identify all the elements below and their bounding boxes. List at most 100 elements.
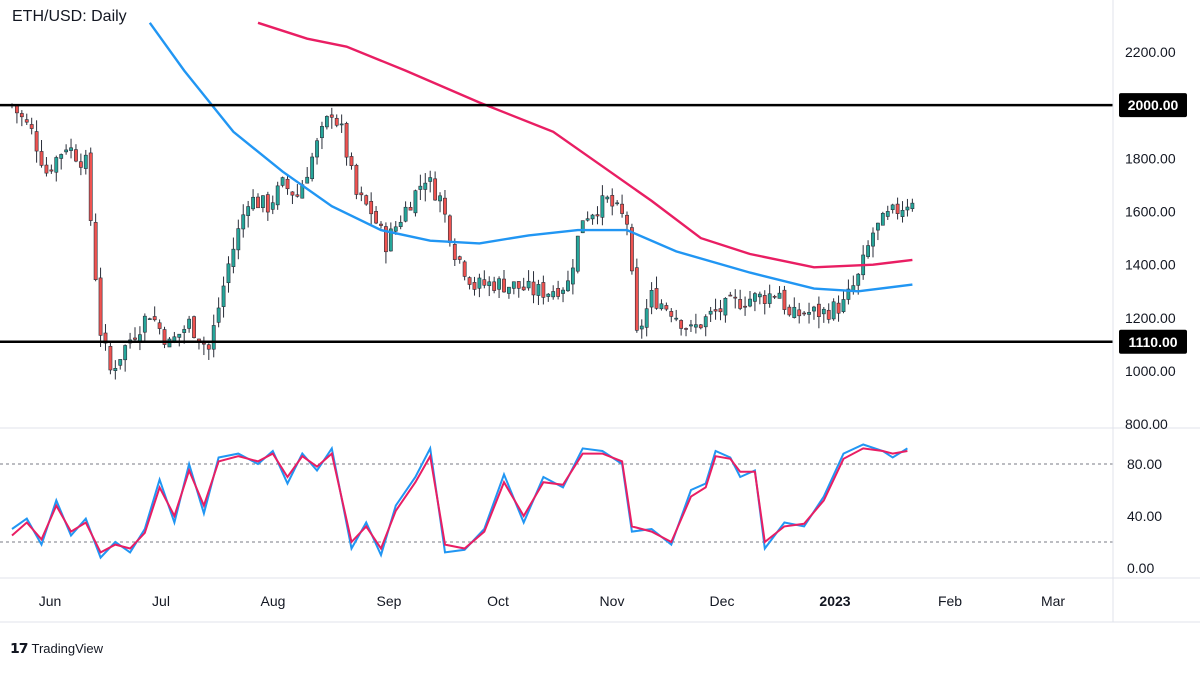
candle	[610, 188, 615, 216]
candle	[364, 194, 369, 206]
candle-body	[521, 286, 526, 291]
candle-body	[620, 203, 624, 214]
candle-body	[821, 308, 826, 315]
candle-body	[438, 195, 442, 202]
candle	[74, 144, 78, 163]
candle-body	[556, 288, 561, 297]
candle-body	[251, 196, 255, 210]
candle-body	[388, 228, 393, 252]
candle	[88, 147, 93, 226]
candle	[423, 173, 428, 202]
tradingview-brand[interactable]: 𝟭𝟳 TradingView	[10, 640, 103, 657]
candle-body	[580, 220, 585, 234]
candle-body	[797, 309, 802, 317]
candle-body	[831, 301, 836, 320]
candle	[226, 256, 231, 293]
candle	[570, 259, 575, 295]
candle	[492, 276, 497, 294]
candle-body	[15, 105, 19, 114]
candle	[49, 164, 54, 174]
candle-body	[384, 226, 388, 253]
candle	[413, 189, 418, 217]
candle	[83, 149, 88, 175]
candle-body	[625, 214, 629, 225]
candle	[654, 276, 659, 310]
candle	[142, 313, 147, 343]
candle	[757, 291, 762, 305]
candle	[152, 306, 157, 322]
candle	[590, 213, 595, 225]
candle-body	[605, 196, 610, 200]
candle	[482, 270, 487, 289]
candle	[265, 191, 270, 221]
candle-body	[748, 298, 752, 307]
candle-body	[408, 207, 413, 211]
candle	[320, 121, 324, 150]
candle-body	[393, 226, 398, 232]
candle	[595, 206, 600, 225]
candle-body	[718, 308, 723, 313]
candle	[649, 282, 654, 315]
candle-body	[457, 256, 462, 260]
candle	[772, 294, 777, 300]
candle-body	[256, 196, 260, 209]
candle-body	[54, 157, 59, 173]
candle-body	[492, 281, 497, 291]
candle	[521, 277, 526, 291]
candle	[231, 237, 236, 274]
time-tick-label: Jun	[39, 593, 62, 609]
candle-body	[334, 117, 339, 126]
candle	[339, 114, 344, 133]
candle	[674, 309, 679, 322]
candle-body	[379, 223, 383, 226]
candle	[507, 286, 511, 299]
stochastic-pane	[0, 443, 1113, 560]
candle-body	[728, 294, 733, 297]
candle-body	[310, 156, 315, 180]
candle-body	[634, 267, 639, 331]
candle	[275, 181, 280, 210]
candle-body	[595, 214, 600, 217]
candle-body	[226, 263, 231, 284]
candle-body	[39, 151, 44, 166]
candle	[103, 324, 108, 351]
candle	[728, 291, 733, 297]
time-tick-label: Jul	[152, 593, 170, 609]
candle-body	[507, 286, 511, 294]
candle-body	[403, 206, 408, 222]
level-label-bg	[1119, 93, 1187, 118]
candle	[236, 219, 241, 260]
candle-body	[413, 190, 418, 214]
candle	[812, 305, 816, 320]
price-tick-label: 1600.00	[1125, 204, 1176, 220]
candle	[723, 297, 728, 323]
candle	[871, 227, 875, 258]
candle-body	[600, 195, 605, 218]
candle-body	[147, 318, 152, 320]
candle	[54, 155, 59, 182]
candle	[703, 314, 708, 337]
candle	[880, 211, 885, 226]
candle-body	[698, 324, 703, 329]
candle	[334, 114, 339, 128]
candle	[762, 290, 767, 315]
candle	[876, 222, 880, 241]
candle-body	[802, 312, 807, 315]
candle	[344, 121, 349, 166]
candle	[753, 291, 757, 312]
candle-body	[374, 211, 378, 224]
candle	[256, 193, 260, 209]
candle	[689, 319, 693, 332]
tradingview-logo-icon: 𝟭𝟳	[10, 640, 29, 656]
candle	[44, 157, 49, 177]
candle	[113, 360, 118, 380]
candle-body	[349, 156, 354, 166]
time-tick-label: Nov	[600, 593, 625, 609]
candle	[15, 104, 19, 124]
level-label: 1110.00	[1128, 334, 1177, 350]
candle	[443, 189, 447, 223]
candle-body	[570, 267, 575, 285]
candle	[457, 255, 462, 264]
candle-body	[241, 214, 246, 230]
candle-body	[290, 191, 295, 196]
